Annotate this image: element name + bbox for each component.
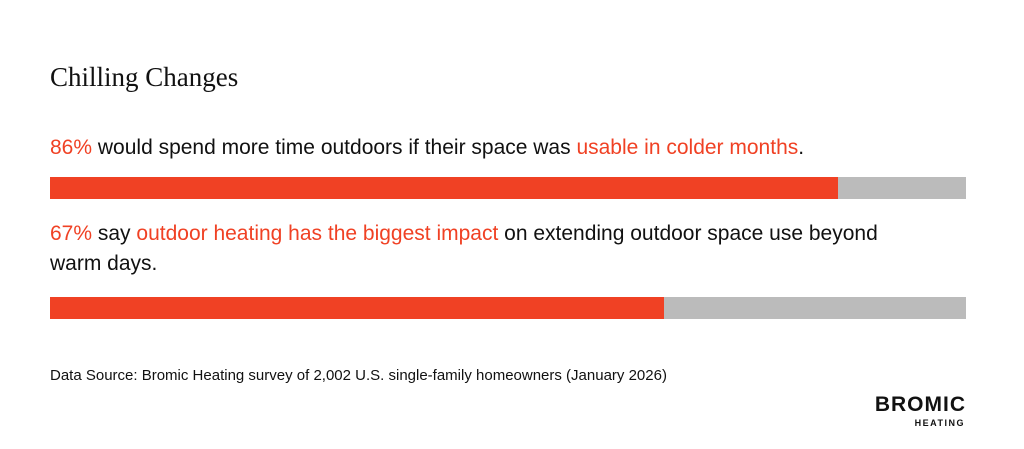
statement-text: on extending outdoor space use beyond wa… [50, 222, 878, 275]
statement: 67% say outdoor heating has the biggest … [50, 219, 930, 279]
statement-text: would spend more time outdoors if their … [97, 136, 577, 159]
statement-text: say [97, 222, 137, 245]
value-label: 86% [50, 136, 93, 159]
highlight-text: outdoor heating has the biggest impact [136, 222, 499, 245]
statement-text: . [798, 136, 805, 159]
bar [50, 297, 664, 319]
highlight-text: usable in colder months [576, 136, 799, 159]
source-note: Data Source: Bromic Heating survey of 2,… [50, 367, 667, 384]
logo: BROMIC [874, 393, 966, 416]
bar [50, 177, 838, 199]
statement: 86% would spend more time outdoors if th… [50, 133, 930, 163]
bar-track [50, 297, 966, 319]
logo-tagline: HEATING [914, 418, 965, 428]
value-label: 67% [50, 222, 93, 245]
bar-track [50, 177, 966, 199]
title: Chilling Changes [50, 62, 239, 92]
